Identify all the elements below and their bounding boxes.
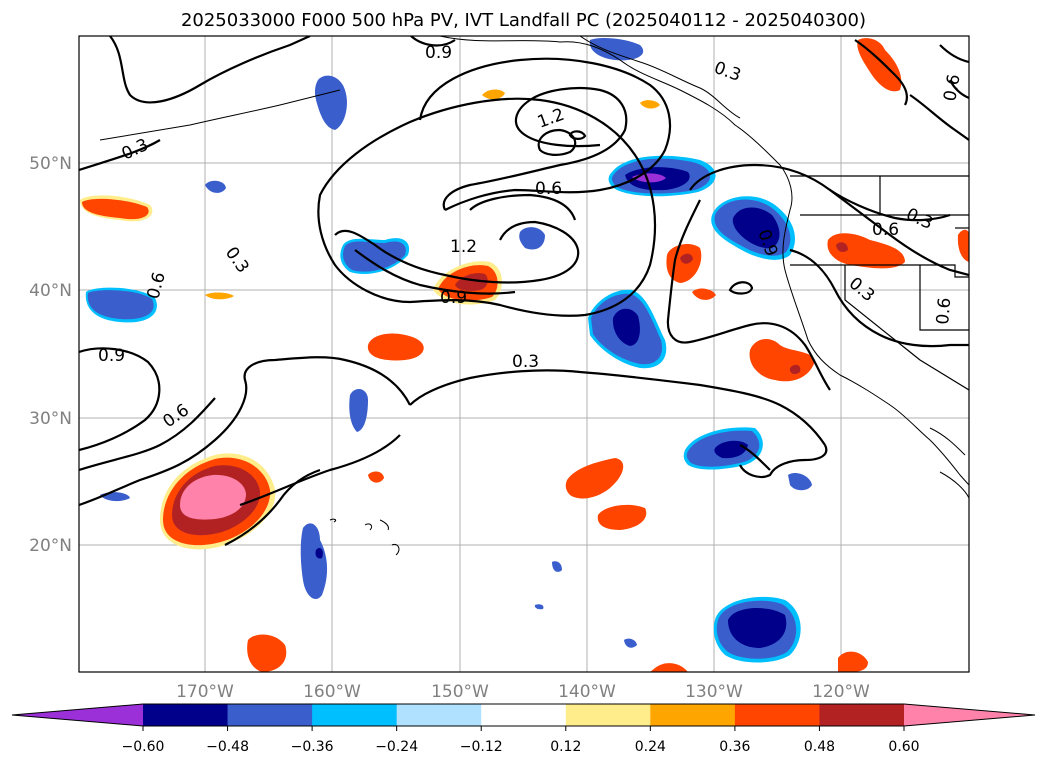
contour-label: 0.6 <box>872 220 899 240</box>
plot-title: 2025033000 F000 500 hPa PV, IVT Landfall… <box>180 10 867 31</box>
colorbar-tick-label: −0.12 <box>460 739 503 755</box>
colorbar-tick-label: −0.36 <box>291 739 334 755</box>
contour-label: 0.9 <box>425 43 452 63</box>
coastlines <box>99 36 969 556</box>
colorbar-tick-label: 0.60 <box>888 739 919 755</box>
colorbar-outline <box>11 703 1036 727</box>
colorbar-ticks: −0.60 −0.48 −0.36 −0.24 −0.12 0.12 0.24 0.36 0.4… <box>122 726 920 755</box>
lon-label: 160°W <box>303 682 361 702</box>
colorbar-tick-label: 0.12 <box>550 739 581 755</box>
lat-label: 30°N <box>29 409 72 429</box>
colorbar-tick-label: 0.48 <box>804 739 835 755</box>
colorbar-segments <box>12 704 1035 726</box>
colorbar-segment <box>481 704 567 726</box>
pv-contours <box>79 36 969 546</box>
contour-label: 0.6 <box>940 73 964 103</box>
lon-label: 130°W <box>685 682 743 702</box>
colorbar-extend-min <box>12 704 143 726</box>
colorbar-extend-max <box>904 704 1035 726</box>
political-borders <box>790 175 969 391</box>
contour-label: 0.9 <box>440 288 467 308</box>
colorbar-tick-label: −0.60 <box>122 739 165 755</box>
colorbar-tick-label: −0.24 <box>375 739 418 755</box>
contour-label: 1.2 <box>450 237 477 257</box>
contour-label: 0.3 <box>512 352 539 372</box>
contour-label: 0.9 <box>98 346 125 366</box>
map-background <box>79 36 969 672</box>
contour-label: 0.6 <box>535 179 562 199</box>
lon-label: 120°W <box>812 682 870 702</box>
lon-label: 150°W <box>431 682 489 702</box>
map-frame <box>78 35 970 673</box>
colorbar-segment <box>396 704 482 726</box>
lon-label: 140°W <box>558 682 616 702</box>
contour-label: 0.6 <box>933 297 955 326</box>
colorbar-segment <box>143 704 229 726</box>
colorbar-tick-label: 0.36 <box>719 739 750 755</box>
colorbar-segment <box>650 704 736 726</box>
longitude-labels: 170°W 160°W 150°W 140°W 130°W 120°W <box>176 682 870 702</box>
colorbar-tick-label: 0.24 <box>635 739 666 755</box>
lat-label: 20°N <box>29 536 72 556</box>
lon-label: 170°W <box>176 682 234 702</box>
colorbar-segment <box>312 704 398 726</box>
colorbar-segment <box>227 704 313 726</box>
map-area: 0.9 0.3 1.2 0.6 0.3 0.6 0.3 0.6 1.2 0.9 … <box>79 36 969 672</box>
colorbar-segment <box>565 704 651 726</box>
colorbar-segment <box>734 704 820 726</box>
lat-label: 40°N <box>29 281 72 301</box>
colorbar-tick-label: −0.48 <box>206 739 249 755</box>
lat-label: 50°N <box>29 154 72 174</box>
latitude-labels: 50°N 40°N 30°N 20°N <box>29 154 72 556</box>
colorbar-segment <box>819 704 905 726</box>
colorbar: −0.60 −0.48 −0.36 −0.24 −0.12 0.12 0.24 0.36 0.4… <box>11 703 1036 755</box>
